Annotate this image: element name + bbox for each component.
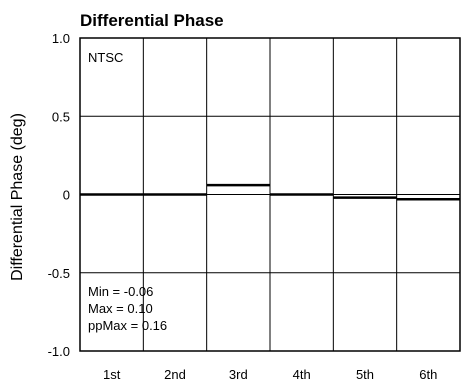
x-tick-label: 6th [419, 367, 437, 382]
x-tick-label: 4th [293, 367, 311, 382]
data-series [80, 183, 460, 201]
x-tick-label: 2nd [164, 367, 186, 382]
x-tick-labels: 1st 2nd 3rd 4th 5th 6th [103, 367, 437, 382]
y-tick-label: -0.5 [48, 266, 70, 281]
chart-title: Differential Phase [80, 11, 224, 30]
stats-box: Min = -0.06 Max = 0.10 ppMax = 0.16 [88, 284, 167, 333]
standard-label: NTSC [88, 50, 123, 65]
y-tick-label: -1.0 [48, 344, 70, 359]
y-tick-label: 1.0 [52, 31, 70, 46]
stats-line: ppMax = 0.16 [88, 318, 167, 333]
y-axis-label: Differential Phase (deg) [9, 113, 26, 281]
x-tick-label: 3rd [229, 367, 248, 382]
x-tick-label: 1st [103, 367, 121, 382]
y-tick-label: 0 [63, 188, 70, 203]
x-tick-label: 5th [356, 367, 374, 382]
y-tick-labels: 1.0 0.5 0 -0.5 -1.0 [48, 31, 70, 359]
y-tick-label: 0.5 [52, 109, 70, 124]
stats-line: Max = 0.10 [88, 301, 153, 316]
stats-line: Min = -0.06 [88, 284, 153, 299]
plot-frame [79, 37, 461, 352]
